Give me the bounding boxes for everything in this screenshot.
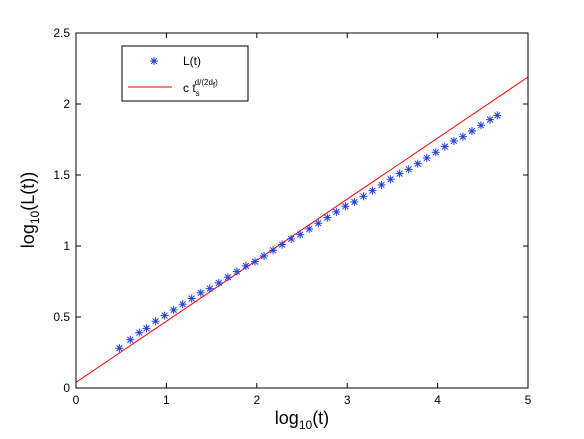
legend: L(t) c tsd/(2df) — [121, 45, 249, 102]
data-point — [142, 324, 151, 333]
data-point — [493, 111, 502, 120]
y-tick-label: 2 — [63, 97, 70, 111]
data-point — [214, 278, 223, 287]
data-point — [476, 121, 485, 130]
data-point — [413, 159, 422, 168]
legend-box — [121, 45, 249, 102]
x-tick-label: 1 — [163, 393, 170, 407]
data-point — [187, 294, 196, 303]
data-point — [126, 335, 135, 344]
data-point — [178, 300, 187, 309]
data-point — [395, 169, 404, 178]
data-point — [250, 257, 259, 266]
y-tick-label: 1 — [63, 239, 70, 253]
data-point — [260, 251, 269, 260]
data-point — [440, 142, 449, 151]
data-point — [151, 317, 160, 326]
data-point — [359, 192, 368, 201]
data-point — [323, 213, 332, 222]
y-tick-label: 0.5 — [53, 310, 70, 324]
data-point — [341, 202, 350, 211]
legend-label-lt: L(t) — [183, 54, 201, 68]
y-tick-label: 0 — [63, 381, 70, 395]
data-point — [431, 148, 440, 157]
data-point — [269, 246, 278, 255]
data-point — [449, 136, 458, 145]
x-tick-label: 5 — [525, 393, 532, 407]
x-tick-label: 0 — [73, 393, 80, 407]
x-tick-label: 2 — [253, 393, 260, 407]
y-axis-label: log10(L(t)) — [18, 172, 42, 248]
data-point — [196, 288, 205, 297]
data-point — [368, 186, 377, 195]
y-tick-label: 2.5 — [53, 26, 70, 40]
data-point — [241, 261, 250, 270]
data-point — [458, 132, 467, 141]
fit-line — [76, 76, 528, 383]
data-point — [115, 344, 124, 353]
data-point — [386, 175, 395, 184]
data-point — [278, 240, 287, 249]
x-tick-label: 4 — [434, 393, 441, 407]
data-point — [486, 115, 495, 124]
data-point — [169, 305, 178, 314]
data-point — [296, 230, 305, 239]
data-point — [404, 165, 413, 174]
legend-marker-asterisk — [150, 57, 158, 65]
data-point — [232, 267, 241, 276]
data-point — [305, 224, 314, 233]
x-tick-label: 3 — [344, 393, 351, 407]
x-axis-label: log10(t) — [275, 408, 329, 432]
data-point — [160, 311, 169, 320]
data-point — [223, 273, 232, 282]
data-point — [205, 284, 214, 293]
data-point — [332, 207, 341, 216]
y-tick-label: 1.5 — [53, 168, 70, 182]
data-point — [135, 328, 144, 337]
plot-frame — [75, 32, 529, 389]
legend-label-fit: c tsd/(2df) — [183, 78, 218, 98]
legend-star-glyph — [150, 57, 158, 65]
data-point — [350, 197, 359, 206]
data-point — [377, 180, 386, 189]
data-point — [467, 126, 476, 135]
data-point — [314, 219, 323, 228]
data-point — [422, 153, 431, 162]
data-point — [287, 234, 296, 243]
